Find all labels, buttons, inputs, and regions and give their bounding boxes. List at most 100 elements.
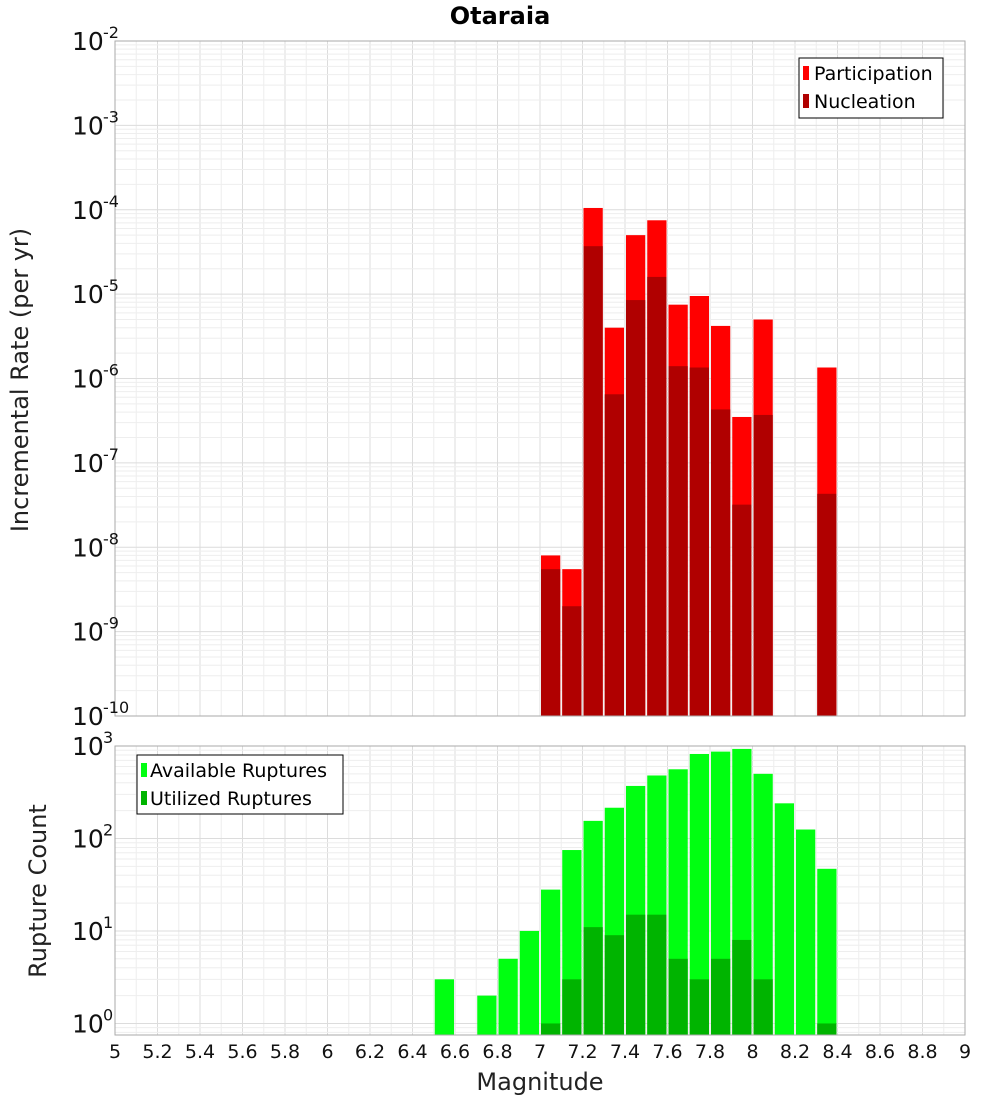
y-tick-base: 10 <box>72 732 104 761</box>
bar-available <box>753 773 773 1035</box>
x-tick-label: 5.8 <box>270 1041 300 1063</box>
legend-label-nucleation: Nucleation <box>814 91 916 113</box>
y-tick-label: 10 -9 <box>72 614 119 647</box>
bar-nucleation <box>541 569 561 716</box>
legend-swatch-participation <box>803 66 809 80</box>
bar-utilized <box>647 914 667 1035</box>
bar-available <box>498 958 518 1035</box>
legend-label-participation: Participation <box>814 63 933 85</box>
y-tick-label: 10 2 <box>72 820 113 853</box>
y-tick-exponent: 3 <box>103 728 113 747</box>
bar-nucleation <box>626 300 646 716</box>
x-tick-label: 7.8 <box>695 1041 725 1063</box>
bar-utilized <box>711 958 731 1035</box>
bar-utilized <box>604 935 624 1035</box>
x-ticks: 5 5.2 5.4 5.6 5.8 6 6.2 6.4 6.6 6.8 7 7.2 7.4 7.6 7.8 8… <box>109 1041 971 1063</box>
bottom-grid <box>114 745 966 1035</box>
bar-nucleation <box>711 409 731 716</box>
y-tick-base: 10 <box>72 917 104 946</box>
y-tick-label: 10 -8 <box>72 529 119 562</box>
bottom-bars <box>434 748 837 1035</box>
y-tick-label: 10 -2 <box>72 23 119 56</box>
y-tick-base: 10 <box>72 533 104 562</box>
y-tick-exponent: -8 <box>103 529 119 548</box>
legend-label-available: Available Ruptures <box>150 760 327 782</box>
bar-utilized <box>817 1023 837 1035</box>
bar-available <box>477 995 497 1035</box>
y-tick-label: 10 -10 <box>72 698 129 731</box>
y-tick-label: 10 -4 <box>72 192 119 225</box>
x-tick-label: 6.8 <box>482 1041 512 1063</box>
bar-available <box>434 979 454 1035</box>
bar-utilized <box>689 979 709 1035</box>
bar-available <box>541 889 561 1035</box>
y-tick-base: 10 <box>72 365 104 394</box>
y-tick-base: 10 <box>72 618 104 647</box>
bar-nucleation <box>668 366 688 716</box>
y-tick-base: 10 <box>72 702 104 731</box>
y-tick-label: 10 -7 <box>72 445 119 478</box>
x-tick-label: 6 <box>321 1041 333 1063</box>
legend-swatch-nucleation <box>803 94 809 108</box>
y-tick-base: 10 <box>72 196 104 225</box>
bar-utilized <box>668 958 688 1035</box>
top-y-axis-label: Incremental Rate (per yr) <box>6 228 34 532</box>
x-tick-label: 6.4 <box>397 1041 427 1063</box>
y-tick-exponent: -10 <box>103 698 129 717</box>
legend-label-utilized: Utilized Ruptures <box>150 788 312 810</box>
y-tick-exponent: 1 <box>103 913 113 932</box>
y-tick-label: 10 1 <box>72 913 113 946</box>
y-tick-exponent: 0 <box>103 1005 113 1024</box>
y-tick-exponent: -7 <box>103 445 119 464</box>
bar-utilized <box>583 927 603 1035</box>
y-tick-exponent: -4 <box>103 192 119 211</box>
y-tick-base: 10 <box>72 280 104 309</box>
bar-available <box>817 868 837 1035</box>
top-bars <box>541 207 837 717</box>
x-tick-label: 8.8 <box>907 1041 937 1063</box>
bottom-legend: Available Ruptures Utilized Ruptures <box>136 754 344 815</box>
x-tick-label: 8.6 <box>865 1041 895 1063</box>
bar-available <box>796 829 816 1035</box>
y-tick-label: 10 -6 <box>72 361 119 394</box>
x-tick-label: 9 <box>959 1041 971 1063</box>
y-tick-base: 10 <box>72 449 104 478</box>
legend-swatch-utilized <box>141 791 147 805</box>
x-tick-label: 8 <box>746 1041 758 1063</box>
y-tick-exponent: -3 <box>103 107 119 126</box>
top-legend: Participation Nucleation <box>798 57 944 119</box>
top-legend-box <box>798 57 944 119</box>
x-tick-label: 7.6 <box>652 1041 682 1063</box>
y-tick-label: 10 -3 <box>72 107 119 140</box>
y-tick-base: 10 <box>72 111 104 140</box>
bar-nucleation <box>583 246 603 716</box>
y-tick-label: 10 3 <box>72 728 113 761</box>
y-tick-base: 10 <box>72 824 104 853</box>
x-axis-label: Magnitude <box>476 1068 603 1096</box>
bar-utilized <box>562 979 582 1035</box>
bar-utilized <box>732 939 752 1035</box>
legend-swatch-available <box>141 763 147 777</box>
y-tick-base: 10 <box>72 27 104 56</box>
bar-nucleation <box>689 367 709 716</box>
x-tick-label: 6.2 <box>355 1041 385 1063</box>
x-tick-label: 5 <box>109 1041 121 1063</box>
bar-available <box>689 753 709 1035</box>
y-tick-base: 10 <box>72 1009 104 1038</box>
y-tick-label: 10 -5 <box>72 276 119 309</box>
x-tick-label: 7 <box>534 1041 546 1063</box>
bottom-legend-box <box>136 754 344 815</box>
x-tick-label: 8.4 <box>822 1041 852 1063</box>
bar-nucleation <box>817 493 837 716</box>
y-tick-exponent: -6 <box>103 361 119 380</box>
y-tick-exponent: -5 <box>103 276 119 295</box>
bar-nucleation <box>753 414 773 716</box>
y-tick-exponent: 2 <box>103 820 113 839</box>
bar-nucleation <box>604 394 624 716</box>
x-tick-label: 8.2 <box>780 1041 810 1063</box>
chart-title: Otaraia <box>450 2 551 30</box>
